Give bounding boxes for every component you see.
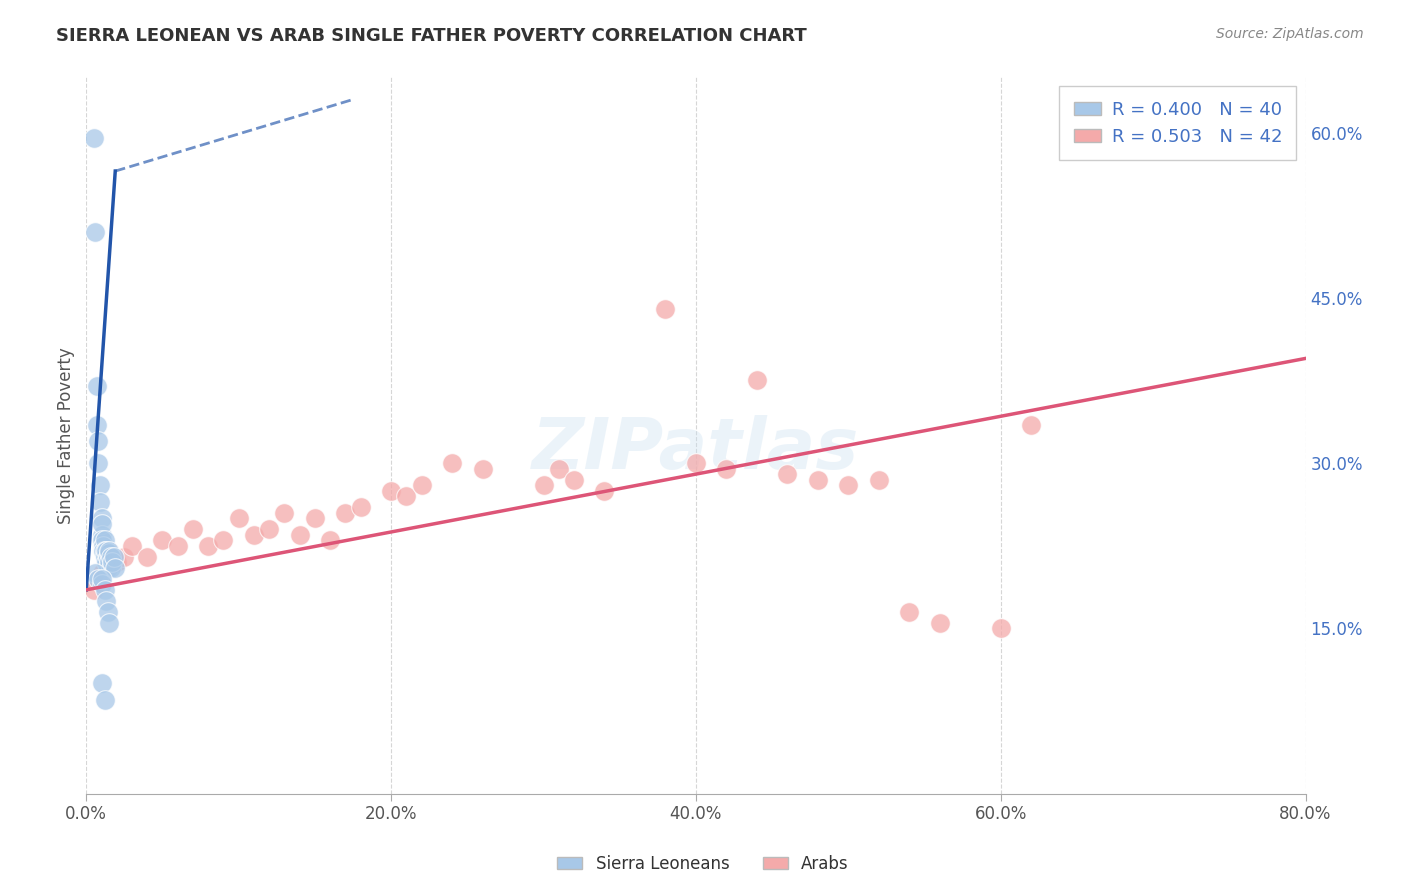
Point <box>84 566 107 581</box>
Point <box>87 456 110 470</box>
Point <box>90 516 112 531</box>
Point <box>94 555 117 569</box>
Point <box>776 467 799 482</box>
Point <box>97 605 120 619</box>
Point <box>87 434 110 448</box>
Point <box>97 549 120 564</box>
Point <box>212 533 235 548</box>
Point <box>181 522 204 536</box>
Point <box>83 131 105 145</box>
Point <box>197 539 219 553</box>
Point <box>335 506 357 520</box>
Point <box>90 511 112 525</box>
Point <box>593 483 616 498</box>
Point <box>90 577 112 591</box>
Point <box>90 572 112 586</box>
Point <box>100 549 122 564</box>
Point <box>93 549 115 564</box>
Legend: R = 0.400   N = 40, R = 0.503   N = 42: R = 0.400 N = 40, R = 0.503 N = 42 <box>1059 87 1296 161</box>
Point <box>547 461 569 475</box>
Point <box>94 594 117 608</box>
Point <box>304 511 326 525</box>
Point <box>868 473 890 487</box>
Text: ZIPatlas: ZIPatlas <box>533 416 859 484</box>
Legend: Sierra Leoneans, Arabs: Sierra Leoneans, Arabs <box>551 848 855 880</box>
Point <box>380 483 402 498</box>
Text: Source: ZipAtlas.com: Source: ZipAtlas.com <box>1216 27 1364 41</box>
Point <box>990 621 1012 635</box>
Point <box>928 615 950 630</box>
Point <box>533 478 555 492</box>
Point <box>288 527 311 541</box>
Point <box>685 456 707 470</box>
Point <box>86 417 108 432</box>
Point <box>136 549 159 564</box>
Point <box>97 561 120 575</box>
Point <box>98 544 121 558</box>
Point <box>93 544 115 558</box>
Point <box>243 527 266 541</box>
Point <box>228 511 250 525</box>
Point <box>837 478 859 492</box>
Point <box>94 544 117 558</box>
Point <box>112 549 135 564</box>
Point <box>105 555 128 569</box>
Point <box>84 225 107 239</box>
Point <box>87 572 110 586</box>
Point <box>411 478 433 492</box>
Point <box>121 539 143 553</box>
Point <box>716 461 738 475</box>
Point <box>103 549 125 564</box>
Point <box>83 582 105 597</box>
Point <box>745 374 768 388</box>
Point <box>97 549 120 564</box>
Point <box>93 693 115 707</box>
Point <box>104 561 127 575</box>
Point <box>166 539 188 553</box>
Point <box>807 473 830 487</box>
Point <box>1019 417 1042 432</box>
Point <box>98 555 121 569</box>
Text: SIERRA LEONEAN VS ARAB SINGLE FATHER POVERTY CORRELATION CHART: SIERRA LEONEAN VS ARAB SINGLE FATHER POV… <box>56 27 807 45</box>
Point <box>86 379 108 393</box>
Point <box>395 489 418 503</box>
Point <box>319 533 342 548</box>
Point <box>654 301 676 316</box>
Point <box>471 461 494 475</box>
Point <box>90 533 112 548</box>
Point <box>898 605 921 619</box>
Point <box>98 544 121 558</box>
Point <box>273 506 295 520</box>
Point <box>93 533 115 548</box>
Point <box>441 456 464 470</box>
Point <box>90 527 112 541</box>
Point <box>98 615 121 630</box>
Point <box>257 522 280 536</box>
Point <box>101 555 124 569</box>
Point <box>100 561 122 575</box>
Point <box>90 566 112 581</box>
Point <box>562 473 585 487</box>
Point <box>91 539 114 553</box>
Point <box>93 582 115 597</box>
Point <box>89 494 111 508</box>
Point <box>89 478 111 492</box>
Point <box>349 500 371 515</box>
Point <box>90 676 112 690</box>
Y-axis label: Single Father Poverty: Single Father Poverty <box>58 347 75 524</box>
Point <box>152 533 174 548</box>
Point <box>91 544 114 558</box>
Point <box>98 546 121 560</box>
